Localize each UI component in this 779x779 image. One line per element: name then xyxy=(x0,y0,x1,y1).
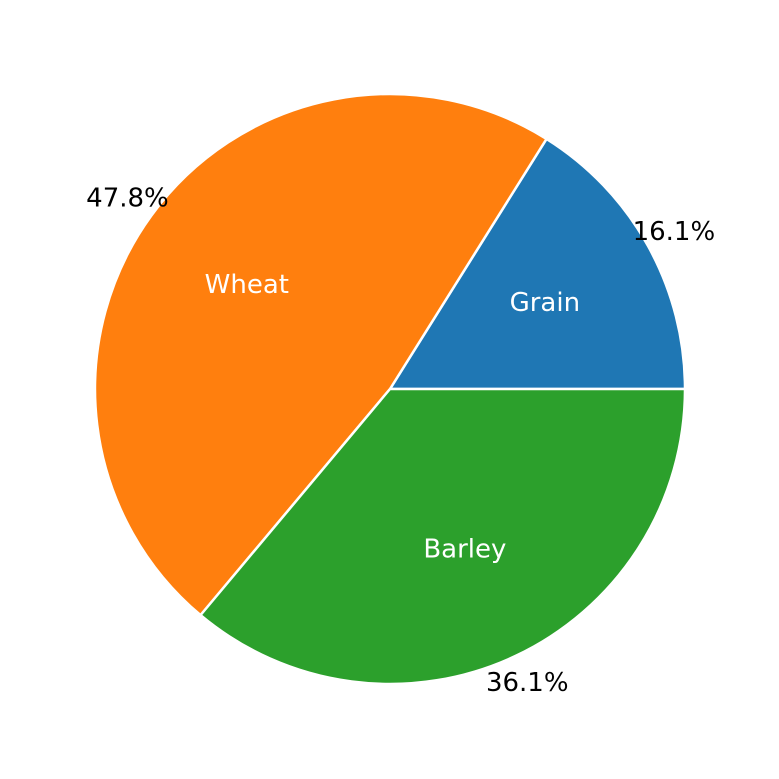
percent-label-grain: 16.1% xyxy=(633,217,716,247)
slice-label-barley: Barley xyxy=(423,534,506,564)
slice-label-grain: Grain xyxy=(510,288,580,318)
pie-labels: Grain 16.1% Wheat 47.8% Barley 36.1% xyxy=(86,183,715,698)
percent-label-wheat: 47.8% xyxy=(86,183,169,213)
pie-slice-grain xyxy=(388,137,687,391)
slice-label-wheat: Wheat xyxy=(205,270,289,300)
percent-label-barley: 36.1% xyxy=(486,668,569,698)
pie-slices xyxy=(93,92,687,686)
pie-slice-barley xyxy=(199,387,687,686)
pie-slice-wheat xyxy=(93,92,548,617)
